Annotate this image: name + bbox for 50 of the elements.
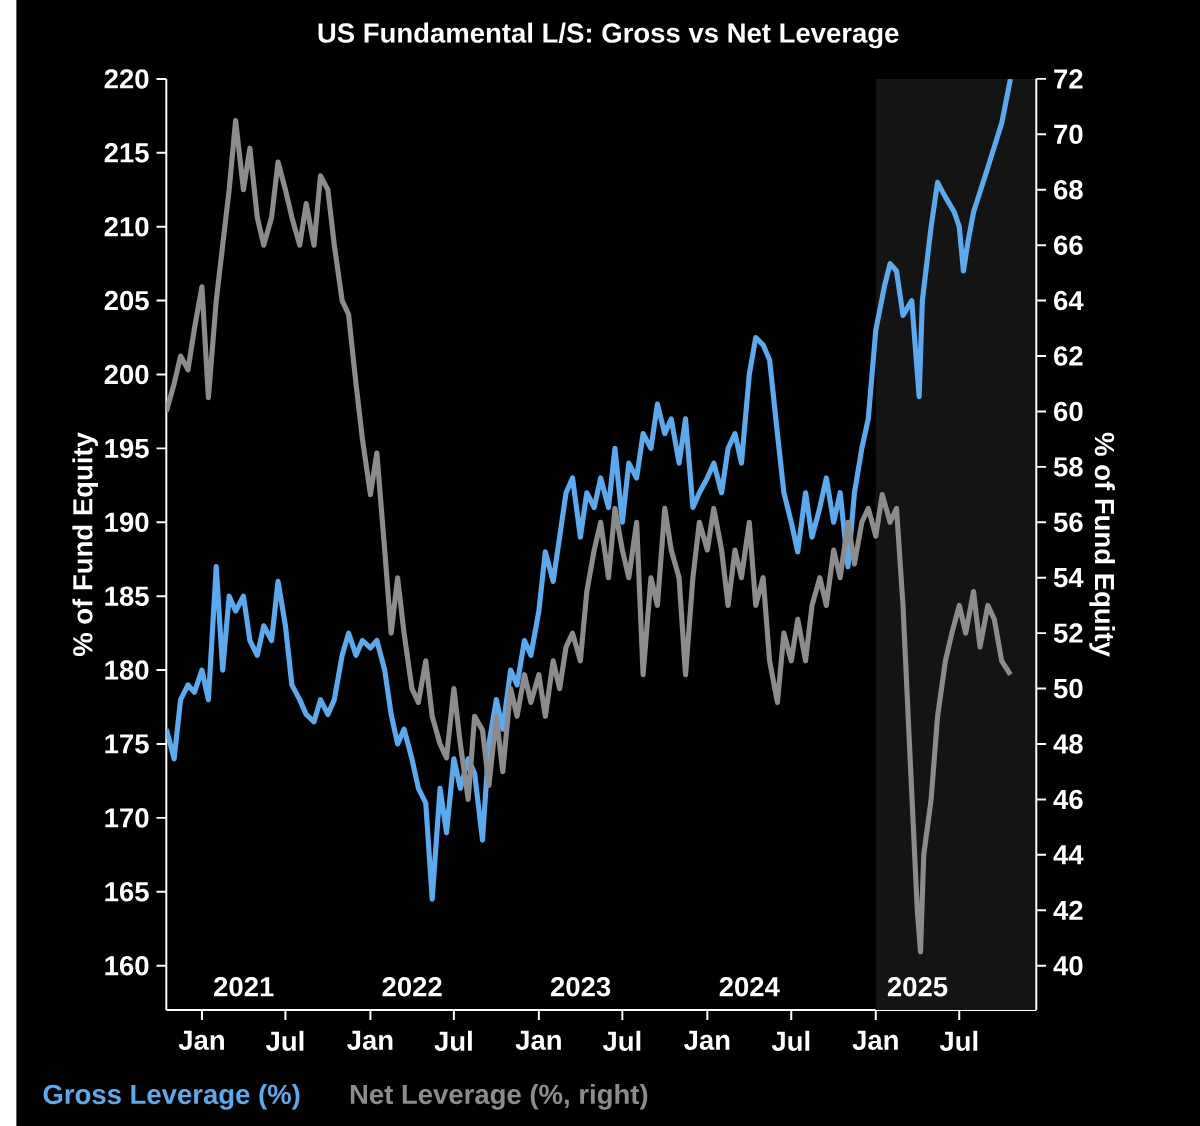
y2-tick-label: 54: [1053, 567, 1084, 588]
y-tick-label: 170: [105, 807, 149, 828]
y2-axis-title: % of Fund Equity: [1089, 432, 1115, 657]
x-tick-label: Jan: [852, 1030, 898, 1050]
text: Net Leverage (%, right): [350, 1083, 648, 1110]
y-tick-label: 195: [105, 438, 149, 458]
y2-tick-label: 60: [1054, 401, 1083, 421]
y-axis-title: % of Fund Equity: [72, 432, 98, 656]
y-tick-label: 200: [104, 364, 149, 385]
y2-tick-label: 42: [1053, 900, 1083, 920]
y2-tick-label: 56: [1053, 512, 1083, 532]
annotation: 2022: [382, 976, 442, 997]
annotation: 2024: [719, 976, 780, 997]
y2-tick-label: 66: [1054, 235, 1083, 255]
x-tick-label: Jan: [515, 1030, 561, 1050]
x-tick-label: Jul: [265, 1030, 304, 1051]
y2-tick-label: 68: [1054, 179, 1083, 200]
y-tick-label: 160: [105, 955, 149, 976]
x-tick-label: Jan: [347, 1030, 393, 1050]
y2-tick-label: 52: [1053, 623, 1083, 643]
x-tick-label: Jul: [771, 1030, 810, 1051]
y-tick-label: 205: [104, 290, 149, 311]
y-tick-label: 220: [104, 68, 149, 89]
annotation: 2023: [550, 976, 611, 997]
y2-tick-label: 44: [1053, 845, 1084, 865]
y2-tick-label: 70: [1054, 124, 1083, 144]
y2-tick-label: 62: [1054, 346, 1083, 366]
annotation: 2025: [887, 976, 948, 997]
y2-tick-label: 72: [1054, 69, 1083, 89]
y-tick-label: 180: [105, 660, 149, 680]
x-tick-label: Jan: [178, 1030, 224, 1050]
y-tick-label: 185: [105, 586, 149, 606]
y2-tick-label: 58: [1053, 456, 1083, 477]
y-tick-label: 165: [105, 881, 149, 902]
x-tick-label: Jan: [684, 1030, 730, 1050]
y2-tick-label: 64: [1054, 290, 1084, 311]
y-tick-label: 215: [104, 142, 149, 163]
x-tick-label: Jul: [434, 1030, 472, 1051]
y2-tick-label: 40: [1053, 955, 1083, 976]
y-tick-label: 175: [105, 734, 149, 754]
text: Gross Leverage (%): [43, 1083, 300, 1110]
x-tick-label: Jul: [939, 1030, 978, 1051]
y-tick-label: 190: [105, 512, 149, 532]
chart-title: US Fundamental L/S: Gross vs Net Leverage: [318, 22, 899, 49]
annotation: 2021: [214, 976, 274, 997]
y-tick-label: 210: [104, 216, 149, 237]
y2-tick-label: 46: [1053, 789, 1083, 809]
x-tick-label: Jul: [602, 1030, 641, 1051]
y2-tick-label: 48: [1053, 734, 1083, 754]
y2-tick-label: 50: [1053, 678, 1083, 699]
